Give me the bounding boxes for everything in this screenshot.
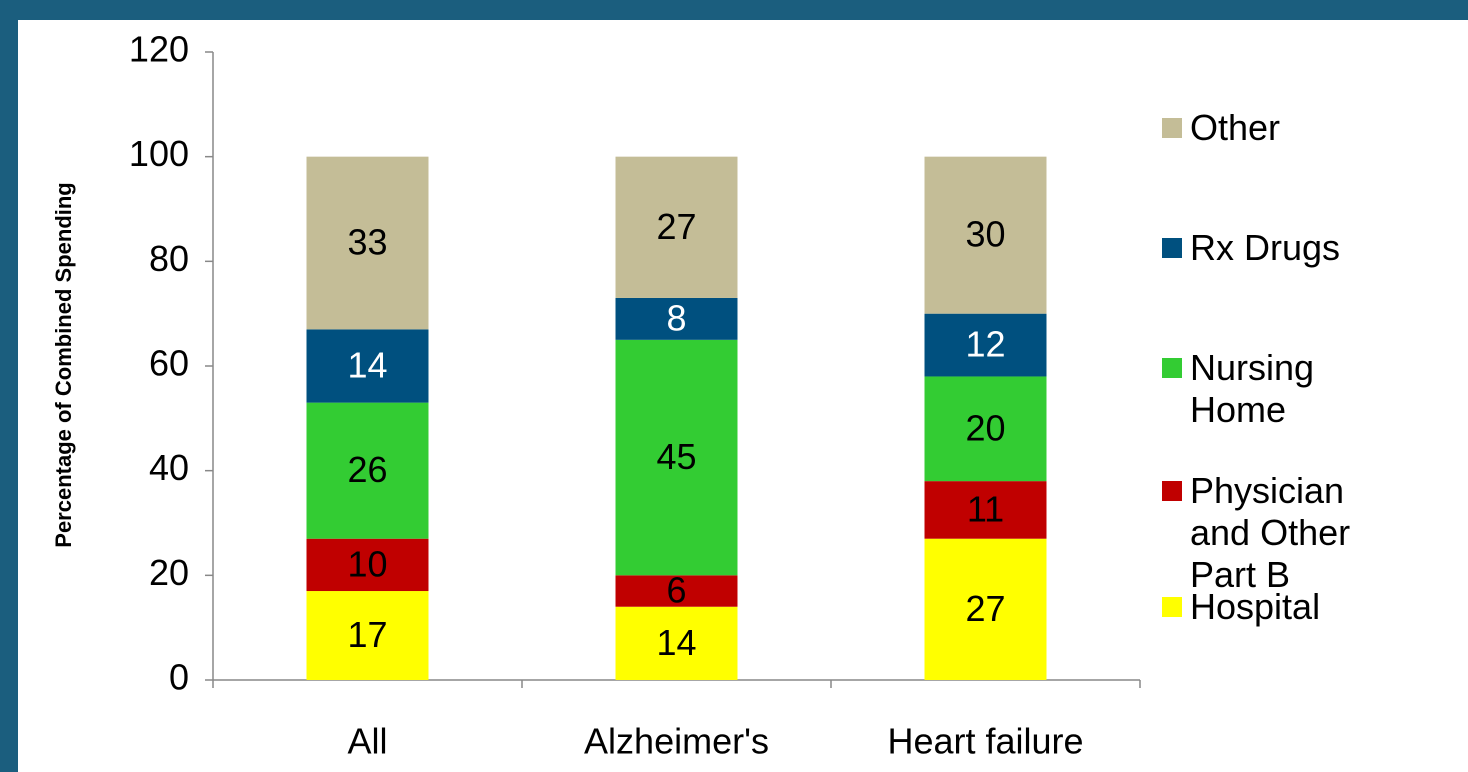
bar-segment: [615, 606, 738, 680]
legend-item: Nursing Home: [1162, 347, 1462, 431]
y-axis-label: Percentage of Combined Spending: [51, 182, 76, 547]
data-label: 10: [347, 543, 387, 584]
legend-item: Hospital: [1162, 586, 1462, 628]
bar-segment: [924, 481, 1047, 539]
bar-segment: [924, 313, 1047, 377]
data-label: 27: [656, 206, 696, 247]
data-label: 14: [656, 622, 696, 663]
bar-segment: [306, 329, 429, 403]
x-tick-label: Alzheimer's: [584, 721, 769, 762]
legend-label: Other: [1190, 107, 1281, 148]
bar-segment: [615, 156, 738, 298]
y-tick-label: 100: [129, 133, 189, 174]
legend-item: Rx Drugs: [1162, 227, 1462, 269]
panel: [18, 20, 1468, 772]
bar-segment: [924, 156, 1047, 314]
bar-segment: [615, 297, 738, 340]
legend-swatch: [1162, 481, 1182, 501]
y-tick-label: 80: [149, 238, 189, 279]
legend-swatch: [1162, 597, 1182, 617]
data-label: 33: [347, 222, 387, 263]
x-tick-label: Heart failure: [887, 721, 1083, 762]
data-label: 20: [965, 407, 1005, 448]
bar-segment: [615, 339, 738, 576]
legend-swatch: [1162, 358, 1182, 378]
data-label: 6: [666, 570, 686, 611]
y-tick-label: 20: [149, 552, 189, 593]
legend-item: Physician and Other Part B: [1162, 470, 1462, 596]
data-label: 8: [666, 297, 686, 338]
bar-segment: [306, 402, 429, 539]
data-label: 14: [347, 345, 387, 386]
legend-label: Hospital: [1190, 586, 1321, 627]
data-label: 27: [965, 588, 1005, 629]
legend-label: Rx Drugs: [1190, 227, 1341, 268]
bar-segment: [306, 156, 429, 330]
y-tick-label: 60: [149, 343, 189, 384]
y-tick-label: 40: [149, 447, 189, 488]
data-label: 45: [656, 436, 696, 477]
y-tick-label: 0: [169, 657, 189, 698]
bar-segment: [306, 591, 429, 680]
legend-label: Nursing Home: [1190, 347, 1315, 430]
legend-item: Other: [1162, 107, 1462, 149]
bar-segment: [924, 538, 1047, 680]
legend-swatch: [1162, 118, 1182, 138]
data-label: 30: [965, 214, 1005, 255]
legend-swatch: [1162, 238, 1182, 258]
data-label: 11: [967, 488, 1004, 529]
data-label: 12: [965, 324, 1005, 365]
y-tick-label: 120: [129, 29, 189, 70]
x-tick-label: All: [347, 721, 387, 762]
data-label: 26: [347, 449, 387, 490]
legend-label: Physician and Other Part B: [1190, 470, 1351, 595]
bar-segment: [615, 575, 738, 607]
bar-segment: [306, 538, 429, 592]
bar-segment: [924, 376, 1047, 482]
data-label: 17: [347, 614, 387, 655]
